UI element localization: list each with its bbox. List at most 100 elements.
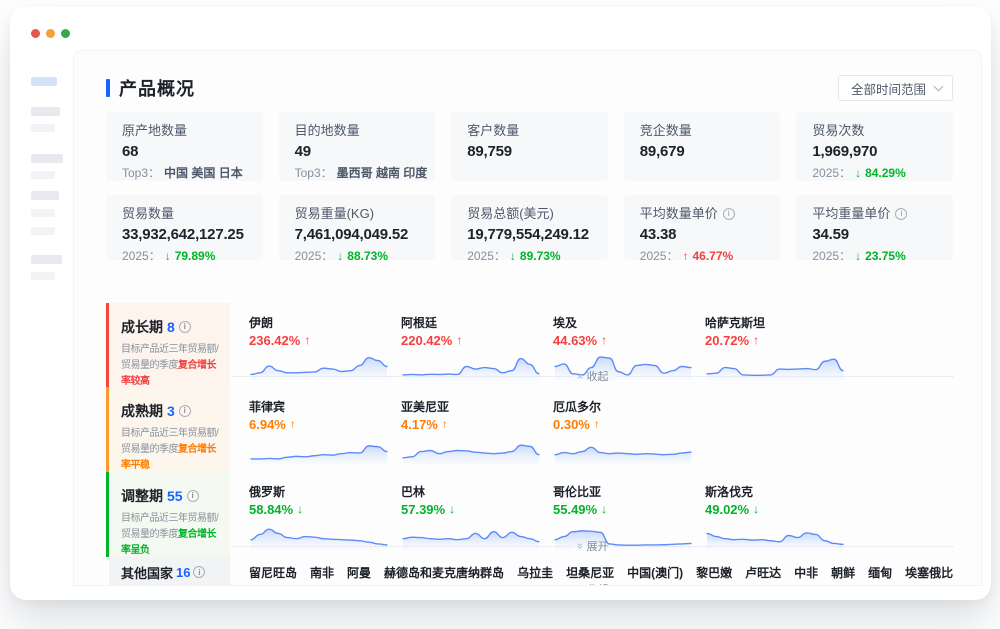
page-title-wrap: 产品概况 (106, 75, 195, 101)
trend-up-icon: ↑ (304, 333, 311, 347)
stat-card-label-row: 贸易重量(KG) (295, 206, 420, 221)
yoy-value: 79.89% (174, 249, 216, 261)
stat-card-label: 贸易重量(KG) (294, 206, 375, 221)
country-trend-card[interactable]: 厄瓜多尔 0.30% ↑ (553, 387, 705, 465)
fold-bar-collapse[interactable]: «收起 (233, 368, 953, 384)
stage-desc-prefix: 目标产品近三年贸易额/贸易量的季度 (121, 513, 219, 540)
country-trend-card[interactable]: 巴林 57.39% ↓ (401, 472, 553, 550)
stage-row-growth: 成长期8目标产品近三年贸易额/贸易量的季度复合增长率较高伊朗236.42%↑阿根… (106, 303, 953, 387)
stat-card-label-row: 贸易总额(美元) (467, 206, 592, 221)
stage-name: 成熟期 (121, 403, 163, 419)
stat-card-label-row: 平均重量单价 (812, 206, 937, 221)
stats-row-2: 贸易数量 33,932,642,127.25 2025： ↓ 79.89% 贸易重量(KG… (106, 195, 953, 260)
sidebar-nav-item[interactable] (31, 171, 55, 179)
stat-card: 平均重量单价 34.59 2025：↓23.75% (796, 195, 953, 260)
trend-up-icon: ↑ (441, 417, 448, 431)
country-trend-card[interactable]: 埃及 44.63% ↑ (553, 303, 705, 381)
other-country-item[interactable]: 黎巴嫩 (696, 566, 733, 580)
country-growth-rate: 6.94% ↑ (249, 417, 401, 432)
stage-name: 成长期 (121, 319, 163, 335)
sidebar-nav-item[interactable] (31, 107, 60, 116)
country-trend-card[interactable]: 伊朗 236.42% ↑ (249, 303, 401, 381)
other-country-item[interactable]: 埃塞俄比亚 (905, 566, 953, 580)
stage-desc-highlight: 复合增长率呈负 (121, 529, 217, 556)
maximize-window-button[interactable] (61, 29, 70, 38)
growth-rate-value: 58.84% (249, 502, 294, 517)
trend-down-icon: ↓ (337, 249, 344, 261)
stat-card: 客户数量 89,759 (451, 112, 608, 181)
minimize-window-button[interactable] (46, 29, 55, 38)
info-icon[interactable] (895, 207, 908, 220)
other-country-item[interactable]: 中非 (794, 566, 819, 580)
stage-description: 目标产品近三年贸易额/贸易量的季度复合增长率呈负 (121, 511, 222, 559)
sidebar-nav-item[interactable] (31, 227, 55, 235)
stat-card-value: 49 (294, 143, 311, 160)
stat-card-label: 平均重量单价 (812, 206, 891, 221)
fold-dotted-line (613, 375, 953, 377)
country-trend-card[interactable]: 阿根廷 220.42% ↑ (401, 303, 553, 381)
other-country-item[interactable]: 中国(澳门) (627, 566, 684, 580)
country-name: 厄瓜多尔 (553, 400, 602, 414)
stat-card-yoy: 2025： ↓ 89.73% (467, 250, 592, 261)
info-icon[interactable] (193, 566, 206, 578)
other-country-item[interactable]: 朝鲜 (831, 566, 856, 580)
growth-rate-value: 20.72% (705, 333, 750, 348)
info-icon[interactable] (178, 321, 191, 333)
fold-bar-expand[interactable]: «展开 (233, 538, 953, 554)
stat-card-value: 7,461,094,049.52 (294, 226, 409, 243)
time-range-dropdown[interactable]: 全部时间范围 (837, 75, 953, 101)
other-country-item[interactable]: 阿曼 (347, 566, 372, 580)
fold-dotted-line (233, 545, 573, 547)
stage-title: 成熟期 3 (121, 402, 222, 420)
info-icon[interactable] (722, 207, 735, 220)
country-trend-card[interactable]: 亚美尼亚 4.17% ↑ (401, 387, 553, 465)
other-country-item[interactable]: 卢旺达 (745, 566, 782, 580)
stage-count: 55 (167, 488, 183, 504)
fold-text: 展开 (586, 541, 609, 553)
trend-up-icon: ↑ (753, 333, 760, 347)
stat-card-value: 19,779,554,249.12 (467, 226, 589, 243)
stat-card-label-row: 原产地数量 (122, 123, 247, 138)
time-range-value: 全部时间范围 (850, 82, 926, 97)
fold-bar-collapse[interactable]: «收起 (233, 581, 953, 585)
other-country-item[interactable]: 留尼旺岛 (249, 566, 298, 580)
sidebar-nav-item[interactable] (31, 272, 55, 280)
sidebar-nav-item[interactable] (31, 255, 62, 264)
trend-down-icon: ↓ (601, 502, 608, 516)
stage-count: 3 (167, 403, 175, 419)
country-growth-rate: 57.39% ↓ (401, 502, 553, 517)
sidebar-nav-item-active[interactable] (31, 77, 57, 86)
lifecycle-stages: 成长期8目标产品近三年贸易额/贸易量的季度复合增长率较高伊朗236.42%↑阿根… (106, 303, 953, 585)
country-name: 哈萨克斯坦 (705, 316, 766, 330)
sidebar-nav-item[interactable] (31, 209, 55, 217)
sidebar-nav-item[interactable] (31, 154, 63, 163)
close-window-button[interactable] (31, 29, 40, 38)
growth-rate-value: 236.42% (249, 333, 301, 348)
country-trend-card[interactable]: 菲律宾 6.94% ↑ (249, 387, 401, 465)
info-icon[interactable] (186, 490, 199, 502)
stat-card-top3: Top3： 墨西哥 越南 印度 (295, 167, 428, 180)
stat-card: 贸易重量(KG) 7,461,094,049.52 2025： ↓ 88.73% (278, 195, 436, 261)
top3-value: 墨西哥 越南 印度 (336, 166, 428, 180)
stat-card-label-row: 客户数量 (467, 123, 592, 138)
country-name: 阿根廷 (401, 316, 438, 330)
other-country-item[interactable]: 坦桑尼亚 (566, 566, 615, 580)
other-country-item[interactable]: 赫德岛和麦克唐纳群岛 (384, 566, 505, 580)
other-country-item[interactable]: 乌拉圭 (517, 566, 554, 580)
stats-row-1: 原产地数量 68 Top3： 中国 美国 日本 目的地数量 49 Top3： 墨西哥 越南 印… (106, 112, 953, 181)
sidebar-nav-item[interactable] (31, 124, 55, 132)
stage-title: 成长期 8 (121, 318, 222, 336)
trend-up-icon: ↑ (682, 249, 689, 261)
yoy-value: 46.77% (692, 249, 734, 261)
chevron-down-icon (933, 81, 944, 91)
country-trend-card[interactable]: 俄罗斯 58.84% ↓ (249, 472, 401, 550)
country-trend-card[interactable]: 哥伦比亚 55.49% ↓ (553, 472, 705, 550)
sidebar-nav-item[interactable] (31, 191, 59, 200)
info-icon[interactable] (178, 405, 191, 417)
stage-desc-prefix: 目标产品近三年贸易额/贸易量的季度 (121, 344, 219, 371)
country-growth-rate: 20.72% ↑ (705, 333, 857, 348)
other-country-item[interactable]: 缅甸 (868, 566, 893, 580)
other-country-item[interactable]: 南非 (310, 566, 335, 580)
